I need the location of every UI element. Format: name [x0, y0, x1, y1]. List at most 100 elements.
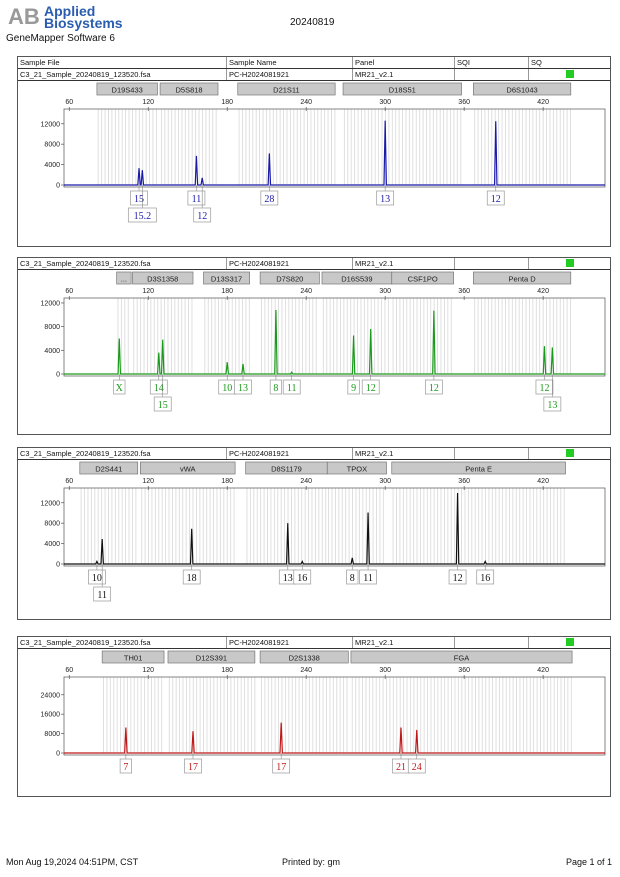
x-tick-label: 420 — [537, 288, 549, 295]
marker-d18s51[interactable]: D18S51 — [342, 82, 462, 96]
marker-d8s1179[interactable]: D8S1179 — [245, 461, 328, 475]
allele-label[interactable]: 13 — [376, 190, 395, 206]
svg-text:15: 15 — [158, 400, 168, 411]
marker-d19s433[interactable]: D19S433 — [96, 82, 158, 96]
marker-pentae[interactable]: Penta E — [391, 461, 566, 475]
x-tick-label: 120 — [142, 667, 154, 674]
y-tick-label: 12000 — [41, 121, 61, 128]
allele-label[interactable]: 18 — [182, 569, 201, 585]
marker-th01[interactable]: TH01 — [101, 650, 165, 664]
marker-d2s1338[interactable]: D2S1338 — [259, 650, 349, 664]
allele-label[interactable]: 8 — [346, 569, 359, 585]
allele-label[interactable]: 16 — [476, 569, 495, 585]
marker-vwa[interactable]: vWA — [139, 461, 236, 475]
allele-label[interactable]: 15 — [130, 190, 148, 206]
allele-label[interactable]: 17 — [184, 758, 202, 774]
marker-d3s1358[interactable]: D3S1358 — [132, 271, 194, 285]
marker-d16s539[interactable]: D16S539 — [321, 271, 393, 285]
sample-row[interactable]: C3_21_Sample_20240819_123520.fsa PC-H2024… — [18, 69, 610, 81]
marker-label: D2S1338 — [289, 654, 320, 663]
allele-label[interactable]: 11 — [359, 569, 377, 585]
allele-label[interactable]: 13 — [543, 396, 562, 412]
svg-text:10: 10 — [222, 383, 232, 394]
allele-label[interactable]: 12 — [486, 190, 505, 206]
allele-label[interactable]: 9 — [347, 379, 360, 395]
marker-label: D7S820 — [276, 275, 303, 284]
empty-cell — [454, 258, 457, 269]
software-name: GeneMapper Software 6 — [6, 33, 115, 44]
allele-label[interactable]: 14 — [149, 379, 168, 395]
x-tick-label: 300 — [379, 478, 391, 485]
allele-label[interactable]: 10 — [218, 379, 237, 395]
allele-label[interactable]: 11 — [93, 586, 112, 602]
allele-label[interactable]: X — [113, 379, 126, 395]
x-tick-label: 180 — [221, 288, 233, 295]
marker-d7s820[interactable]: D7S820 — [259, 271, 320, 285]
x-tick-label: 180 — [221, 667, 233, 674]
marker-pentad[interactable]: Penta D — [473, 271, 572, 285]
allele-label[interactable]: 24 — [407, 758, 426, 774]
brand-line-2: Biosystems — [44, 15, 123, 31]
allele-label[interactable]: 16 — [293, 569, 312, 585]
svg-text:12: 12 — [366, 383, 376, 394]
svg-text:15: 15 — [134, 194, 144, 205]
electropherogram-panel-1: Sample File Sample Name Panel SQI SQ C3_21_Sa… — [17, 56, 611, 247]
marker-fga[interactable]: FGA — [350, 650, 573, 664]
svg-text:12: 12 — [197, 211, 207, 222]
svg-text:AB: AB — [8, 4, 40, 28]
svg-text:13: 13 — [238, 383, 248, 394]
allele-label[interactable]: 12 — [361, 379, 380, 395]
allele-label[interactable]: 10 — [88, 569, 106, 585]
svg-text:X: X — [116, 383, 124, 394]
allele-label[interactable]: 15.2 — [127, 207, 157, 223]
marker-d21s11[interactable]: D21S11 — [237, 82, 336, 96]
allele-label[interactable]: 7 — [119, 758, 132, 774]
allele-label[interactable]: 12 — [193, 207, 212, 223]
svg-text:24: 24 — [412, 762, 422, 773]
marker-label: D5S818 — [175, 86, 202, 95]
marker-[interactable]: ... — [116, 271, 132, 285]
allele-label[interactable]: 12 — [425, 379, 443, 395]
plot-area — [63, 487, 606, 567]
allele-label[interactable]: 17 — [272, 758, 291, 774]
marker-tpox[interactable]: TPOX — [326, 461, 387, 475]
marker-d12s391[interactable]: D12S391 — [167, 650, 256, 664]
y-tick-label: 4000 — [44, 541, 60, 548]
allele-label[interactable]: 11 — [187, 190, 206, 206]
svg-text:8: 8 — [350, 573, 355, 584]
y-tick-label: 24000 — [41, 692, 61, 699]
x-tick-label: 360 — [458, 667, 470, 674]
y-tick-label: 8000 — [44, 521, 60, 528]
sample-row[interactable]: C3_21_Sample_20240819_123520.fsa PC-H2024… — [18, 637, 610, 649]
x-tick-label: 420 — [537, 478, 549, 485]
empty-cell — [454, 69, 457, 80]
sample-row[interactable]: C3_21_Sample_20240819_123520.fsa PC-H2024… — [18, 448, 610, 460]
marker-d13s317[interactable]: D13S317 — [203, 271, 250, 285]
allele-label[interactable]: 15 — [153, 396, 172, 412]
allele-label[interactable]: 13 — [234, 379, 252, 395]
allele-label[interactable]: 11 — [282, 379, 301, 395]
sample-name: PC-H2024081921 — [226, 637, 289, 648]
panel: MR21_v2.1 — [352, 448, 393, 459]
svg-text:18: 18 — [187, 573, 197, 584]
marker-d5s818[interactable]: D5S818 — [159, 82, 219, 96]
column-header-sample-file: Sample File — [20, 58, 60, 67]
allele-label[interactable]: 8 — [269, 379, 283, 395]
electropherogram-panel-4: C3_21_Sample_20240819_123520.fsa PC-H2024… — [17, 636, 611, 797]
sample-row[interactable]: C3_21_Sample_20240819_123520.fsa PC-H2024… — [18, 258, 610, 270]
marker-label: D8S1179 — [271, 465, 302, 474]
allele-label[interactable]: 21 — [392, 758, 410, 774]
marker-d6s1043[interactable]: D6S1043 — [473, 82, 572, 96]
svg-text:12: 12 — [491, 194, 501, 205]
allele-label[interactable]: 12 — [535, 379, 554, 395]
allele-label[interactable]: 12 — [448, 569, 467, 585]
x-tick-label: 240 — [300, 99, 312, 106]
marker-d2s441[interactable]: D2S441 — [79, 461, 139, 475]
marker-label: D16S539 — [341, 275, 372, 284]
allele-label[interactable]: 28 — [260, 190, 279, 206]
marker-csf1po[interactable]: CSF1PO — [391, 271, 454, 285]
y-tick-label: 0 — [56, 751, 60, 758]
sq-status-indicator — [566, 259, 574, 267]
y-tick-label: 12000 — [41, 500, 61, 507]
